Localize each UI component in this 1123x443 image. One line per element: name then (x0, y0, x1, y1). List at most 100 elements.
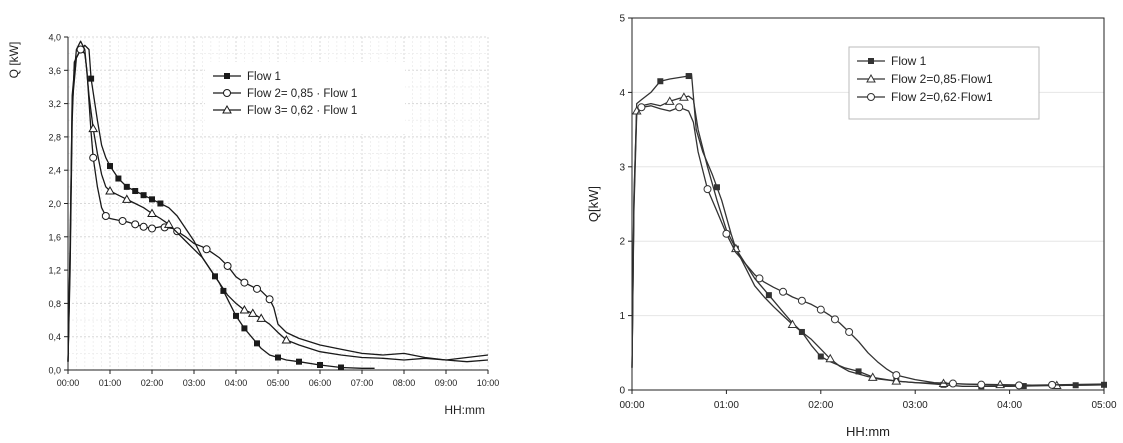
data-point (220, 287, 227, 294)
data-point (867, 372, 878, 381)
legend: Flow 1 Flow 2= 0,85 · Flow 1 Flow 3= 0,62 … (205, 62, 405, 134)
data-point (247, 308, 258, 317)
y-tick-label: 0,4 (48, 332, 61, 342)
axes: 0 1 2 3 4 5 00:00 01:00 02:00 03:00 04:00 05:00 HH:m… (586, 14, 1117, 440)
data-point (140, 192, 147, 199)
data-point (779, 287, 788, 296)
plot-frame (631, 17, 1105, 391)
legend-background (205, 62, 405, 134)
data-point (855, 368, 862, 375)
data-point (1020, 383, 1027, 390)
data-point (88, 75, 95, 82)
x-tick-label: 00:00 (619, 400, 644, 411)
y-tick-label: 4 (619, 88, 625, 99)
data-point (223, 261, 232, 270)
legend-label: Flow 1 (891, 54, 927, 68)
data-point (1015, 381, 1024, 390)
series-1 (631, 73, 1107, 390)
x-tick-label: 07:00 (351, 378, 374, 388)
x-tick-label: 02:00 (808, 400, 833, 411)
legend-label: Flow 2= 0,85 · Flow 1 (247, 88, 357, 100)
x-tick-label: 04:00 (225, 378, 248, 388)
data-point (173, 227, 182, 236)
y-tick-label: 3,2 (48, 99, 61, 109)
data-point (121, 194, 132, 203)
data-point (675, 103, 684, 112)
x-tick-label: 04:00 (997, 400, 1022, 411)
x-tick-label: 05:00 (1091, 400, 1116, 411)
data-point (281, 335, 292, 344)
x-axis-label: HH:mm (846, 424, 890, 439)
y-tick-label: 4,0 (48, 33, 61, 43)
data-point (265, 295, 274, 304)
data-point (797, 296, 806, 305)
data-point (317, 362, 323, 369)
data-point (157, 200, 164, 207)
y-tick-label: 1,6 (48, 232, 61, 242)
legend-marker (223, 89, 231, 97)
data-point (787, 319, 798, 329)
legend-marker (868, 58, 874, 64)
x-tick-label: 05:00 (267, 378, 290, 388)
series-2 (67, 45, 489, 362)
x-axis-label: HH:mm (444, 403, 485, 417)
data-point (296, 358, 302, 365)
data-point (679, 92, 689, 101)
series-line (631, 73, 1105, 387)
legend-frame (848, 46, 1040, 120)
data-point (147, 208, 157, 217)
data-point (139, 222, 148, 231)
x-tick-label: 03:00 (903, 400, 928, 411)
x-tick-label: 03:00 (183, 378, 206, 388)
legend-marker (224, 73, 230, 79)
data-point (1048, 380, 1057, 389)
y-tick-label: 1,2 (48, 266, 61, 276)
series-3 (67, 40, 489, 363)
data-point (765, 292, 772, 299)
data-point (977, 380, 986, 389)
data-point (755, 274, 764, 283)
data-point (107, 163, 113, 170)
y-axis-label: Q [kW] (7, 42, 21, 79)
data-point (948, 379, 957, 388)
data-point (118, 216, 127, 225)
data-point (891, 376, 902, 385)
legend-label: Flow 1 (247, 71, 281, 83)
y-tick-label: 2,4 (48, 166, 61, 176)
data-point (233, 312, 239, 319)
data-point (1101, 381, 1107, 388)
data-point (338, 364, 344, 371)
x-tick-label: 08:00 (393, 378, 416, 388)
legend-label: Flow 2=0,62·Flow1 (891, 90, 993, 104)
data-point (89, 153, 98, 162)
data-point (240, 278, 249, 287)
y-tick-label: 5 (619, 14, 625, 25)
data-point (637, 103, 646, 112)
data-point (132, 188, 139, 195)
data-point (253, 284, 261, 293)
legend-marker (866, 73, 876, 83)
legend-label: Flow 2=0,85·Flow1 (891, 72, 993, 86)
data-point (685, 73, 692, 80)
y-tick-label: 3,6 (48, 66, 61, 76)
data-point (256, 313, 267, 322)
data-point (816, 305, 825, 314)
legend-marker (867, 93, 875, 101)
data-point (703, 185, 712, 194)
series-2 (631, 92, 1105, 390)
data-point (825, 353, 836, 363)
y-tick-label: 0,8 (48, 299, 61, 309)
data-point (817, 353, 824, 360)
x-tick-label: 10:00 (477, 378, 500, 388)
data-point (664, 96, 675, 105)
data-point (892, 371, 901, 380)
series-group (67, 40, 489, 371)
data-point (148, 224, 156, 233)
data-point (88, 123, 99, 133)
data-point (131, 220, 140, 229)
data-point (830, 315, 839, 324)
legend-marker (222, 104, 232, 114)
y-axis-label: Q[kW] (586, 186, 601, 222)
data-point (101, 211, 110, 220)
